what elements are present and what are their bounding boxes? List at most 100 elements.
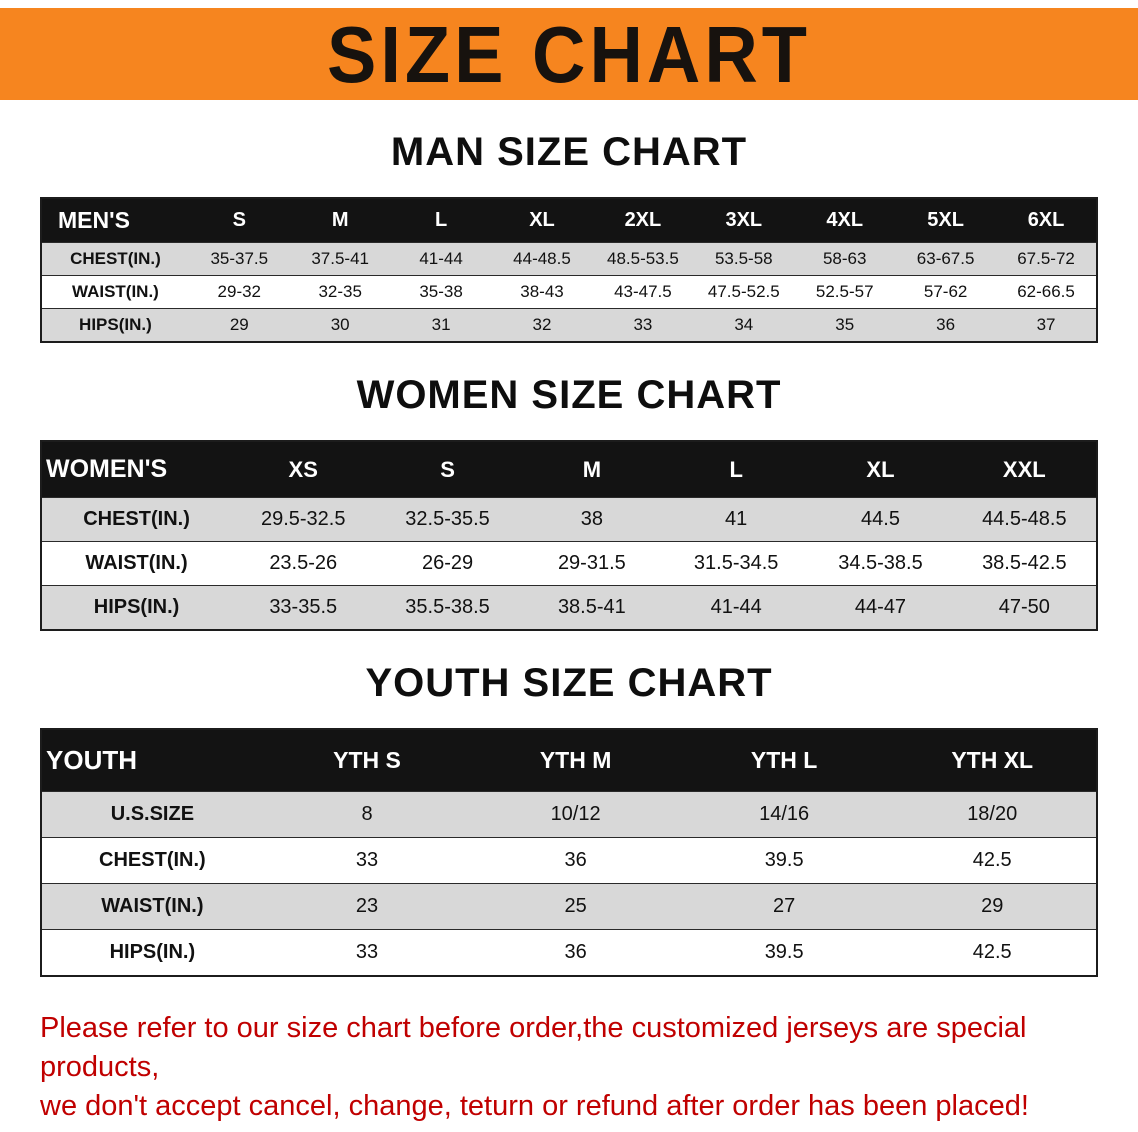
table-title-cell: MEN'S [41, 198, 189, 243]
size-value-cell: 29 [229, 315, 249, 334]
size-value-cell: 31 [431, 315, 451, 334]
size-value-cell: 36 [936, 315, 956, 334]
man-size-chart-heading: MAN SIZE CHART [390, 130, 748, 174]
measurement-row: CHEST(IN.) 29.5-32.5 32.5-35.5 38 41 44.5 44.5… [41, 497, 1097, 542]
measurement-row: HIPS(IN.) 33-35.5 35.5-38.5 38.5-41 41-44 44-… [41, 585, 1097, 630]
size-value-cell: 27 [773, 895, 796, 917]
size-value-cell: 18/20 [967, 803, 1018, 825]
size-value-cell: 63-67.5 [916, 249, 975, 268]
row-label-cell: WAIST(IN.) [101, 895, 204, 917]
size-header-row: YOUTH YTH S YTH M YTH L YTH XL [41, 729, 1097, 792]
size-value-cell: 47-50 [998, 596, 1050, 618]
size-value-cell: 35 [835, 315, 855, 334]
row-label-cell: CHEST(IN.) [99, 849, 206, 871]
disclaimer-line-1: Please refer to our size chart before or… [40, 1012, 1027, 1084]
size-value-cell: 41-44 [419, 249, 463, 268]
size-value-cell: 37.5-41 [311, 249, 370, 268]
size-column-header: XS [231, 441, 376, 498]
size-value-cell: 41 [725, 508, 748, 530]
youth-size-table: YOUTH YTH S YTH M YTH L YTH XL U.S.SIZE 8 10/12… [40, 728, 1098, 977]
size-column-header: S [375, 441, 520, 498]
size-column-header: XL [808, 441, 953, 498]
size-column-header: YTH S [262, 729, 472, 792]
size-value-cell: 29.5-32.5 [260, 508, 346, 530]
size-value-cell: 33 [355, 849, 379, 871]
order-disclaimer: Please refer to our size chart before or… [40, 1009, 1118, 1126]
size-column-header: 5XL [895, 198, 997, 243]
table-title-cell: YOUTH [41, 729, 263, 792]
size-value-cell: 29 [981, 895, 1004, 917]
size-value-cell: 23 [355, 895, 379, 917]
youth-size-chart-section: YOUTH SIZE CHART YOUTH YTH S YTH M YTH L YTH… [0, 661, 1138, 977]
size-column-header: M [519, 441, 665, 498]
size-value-cell: 34 [734, 315, 754, 334]
page-title: SIZE CHART [327, 9, 811, 99]
size-value-cell: 35-38 [419, 282, 463, 301]
size-value-cell: 38.5-41 [557, 596, 626, 618]
size-value-cell: 47.5-52.5 [707, 282, 780, 301]
women-size-chart-section: WOMEN SIZE CHART WOMEN'S XS S M L XL XXL CHEST(… [0, 373, 1138, 631]
size-value-cell: 36 [564, 941, 587, 963]
size-value-cell: 58-63 [822, 249, 867, 268]
size-column-header: XXL [952, 441, 1097, 498]
measurement-row: U.S.SIZE 8 10/12 14/16 18/20 [41, 791, 1097, 838]
size-column-header: M [289, 198, 391, 243]
row-label-cell: U.S.SIZE [110, 803, 195, 825]
size-value-cell: 33 [355, 941, 379, 963]
size-value-cell: 34.5-38.5 [838, 552, 923, 574]
size-value-cell: 30 [330, 315, 350, 334]
size-value-cell: 57-62 [923, 282, 968, 301]
row-label-cell: WAIST(IN.) [85, 552, 188, 574]
size-value-cell: 25 [564, 895, 587, 917]
row-label-cell: CHEST(IN.) [70, 249, 161, 268]
size-value-cell: 37 [1036, 315, 1056, 334]
size-column-header: YTH M [471, 729, 680, 792]
disclaimer-line-2: we don't accept cancel, change, teturn o… [40, 1090, 1029, 1123]
size-chart-banner: SIZE CHART [0, 8, 1138, 100]
women-size-table: WOMEN'S XS S M L XL XXL CHEST(IN.) 29.5-32.5 32.5… [40, 440, 1098, 631]
table-title-cell: WOMEN'S [41, 441, 232, 498]
size-value-cell: 62-66.5 [1017, 282, 1075, 301]
size-column-header: L [390, 198, 492, 243]
size-value-cell: 41-44 [710, 596, 762, 618]
size-value-cell: 44-47 [854, 596, 907, 618]
size-value-cell: 35.5-38.5 [405, 596, 490, 618]
row-label-cell: WAIST(IN.) [71, 282, 159, 301]
size-value-cell: 29-31.5 [557, 552, 626, 574]
youth-size-chart-heading: YOUTH SIZE CHART [365, 661, 773, 705]
size-value-cell: 42.5 [972, 941, 1012, 963]
size-value-cell: 44.5-48.5 [982, 508, 1067, 530]
size-value-cell: 32-35 [318, 282, 362, 301]
size-value-cell: 44.5 [861, 508, 900, 530]
size-column-header: YTH XL [888, 729, 1097, 792]
size-value-cell: 39.5 [764, 941, 804, 963]
size-value-cell: 35-37.5 [210, 249, 269, 268]
size-value-cell: 52.5-57 [815, 282, 874, 301]
size-column-header: YTH L [679, 729, 889, 792]
size-value-cell: 23.5-26 [269, 552, 338, 574]
measurement-row: HIPS(IN.) 29 30 31 32 33 34 35 36 37 [41, 308, 1097, 342]
size-value-cell: 10/12 [550, 803, 601, 825]
size-column-header: XL [491, 198, 593, 243]
size-value-cell: 43-47.5 [614, 282, 672, 301]
measurement-row: CHEST(IN.) 35-37.5 37.5-41 41-44 44-48.5 48.5… [41, 242, 1097, 276]
size-header-row: WOMEN'S XS S M L XL XXL [41, 441, 1097, 498]
size-value-cell: 39.5 [764, 849, 804, 871]
size-column-header: 6XL [996, 198, 1097, 243]
size-value-cell: 29-32 [217, 282, 262, 301]
size-column-header: L [664, 441, 809, 498]
row-label-cell: HIPS(IN.) [79, 315, 152, 334]
measurement-row: HIPS(IN.) 33 36 39.5 42.5 [41, 929, 1097, 976]
man-size-chart-section: MAN SIZE CHART MEN'S S M L XL 2XL 3XL 4XL 5XL 6XL… [0, 130, 1138, 343]
size-column-header: S [188, 198, 290, 243]
size-value-cell: 38-43 [520, 282, 564, 301]
size-column-header: 4XL [794, 198, 896, 243]
size-value-cell: 53.5-58 [714, 249, 773, 268]
size-value-cell: 33 [633, 315, 653, 334]
size-value-cell: 32.5-35.5 [405, 508, 490, 530]
size-value-cell: 8 [361, 803, 373, 825]
measurement-row: WAIST(IN.) 29-32 32-35 35-38 38-43 43-47.5 47.… [41, 275, 1097, 309]
size-value-cell: 32 [532, 315, 552, 334]
size-value-cell: 44-48.5 [513, 249, 571, 268]
men-size-table: MEN'S S M L XL 2XL 3XL 4XL 5XL 6XL CHEST(IN.) 35-37… [40, 197, 1098, 343]
